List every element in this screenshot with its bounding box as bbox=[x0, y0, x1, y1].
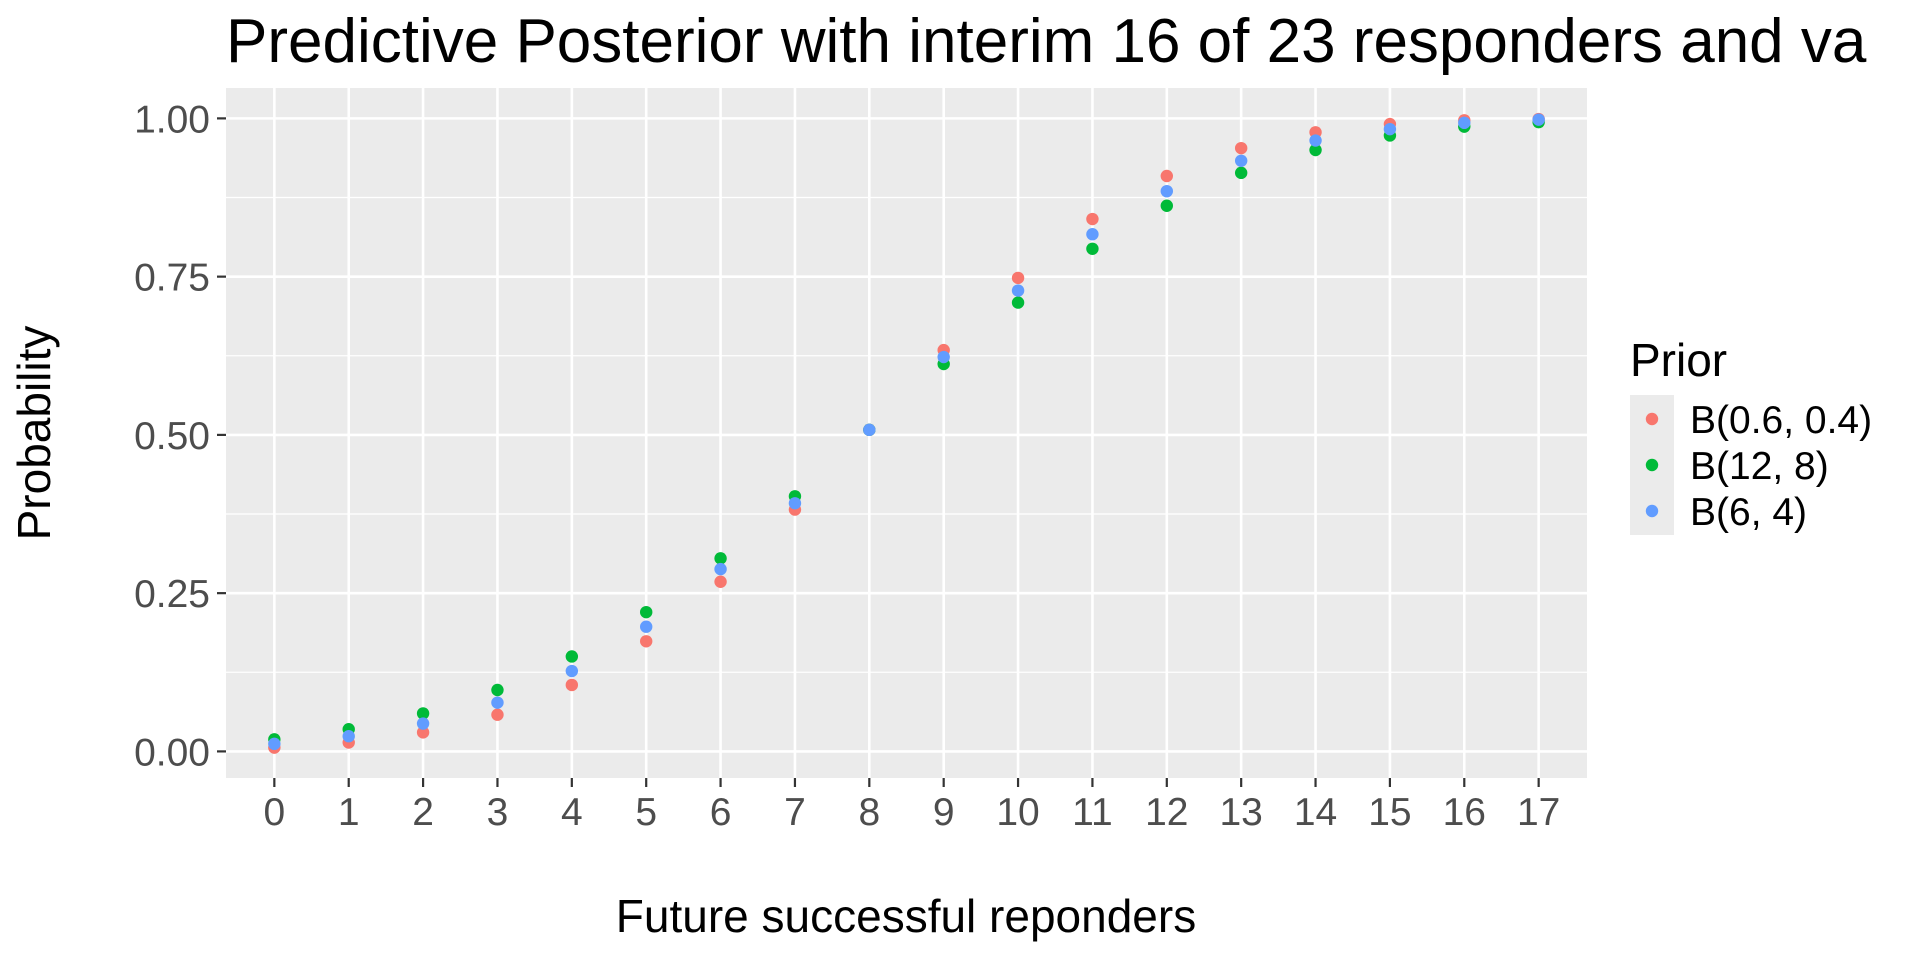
data-point bbox=[416, 707, 430, 720]
x-tick-label: 7 bbox=[784, 791, 806, 834]
x-tick-label: 11 bbox=[1072, 791, 1113, 834]
x-tick-label: 2 bbox=[412, 791, 434, 834]
data-point bbox=[342, 730, 355, 743]
data-point bbox=[565, 650, 579, 663]
data-point bbox=[1160, 199, 1174, 212]
data-point bbox=[1234, 166, 1248, 180]
data-point bbox=[1383, 122, 1397, 136]
data-point bbox=[937, 350, 950, 364]
data-point bbox=[1160, 169, 1174, 183]
legend-label: B(0.6, 0.4) bbox=[1690, 399, 1872, 442]
data-point bbox=[1086, 242, 1099, 255]
data-point bbox=[639, 620, 653, 633]
legend-key bbox=[1645, 412, 1659, 426]
data-point bbox=[491, 683, 504, 697]
x-tick-label: 17 bbox=[1517, 791, 1560, 834]
data-point bbox=[1234, 154, 1248, 167]
data-point bbox=[1160, 184, 1174, 198]
x-tick-label: 6 bbox=[710, 791, 732, 834]
legend-label: B(12, 8) bbox=[1690, 445, 1829, 488]
data-point bbox=[1011, 296, 1025, 309]
x-tick-label: 8 bbox=[858, 791, 880, 834]
x-tick-label: 1 bbox=[338, 791, 360, 834]
data-point bbox=[1309, 134, 1322, 147]
x-tick-label: 12 bbox=[1145, 791, 1188, 834]
x-axis-ticks: 0 1 2 3 4 5 6 7 8 9 10 11 12 13 14 15 16 17 bbox=[263, 778, 1560, 834]
grid-major bbox=[226, 88, 1587, 778]
y-tick-label: 0.25 bbox=[134, 573, 210, 616]
data-point bbox=[416, 726, 430, 739]
data-point bbox=[714, 575, 727, 588]
x-tick-label: 16 bbox=[1443, 791, 1486, 834]
x-tick-label: 14 bbox=[1294, 791, 1337, 834]
y-tick-label: 0.50 bbox=[134, 415, 210, 458]
data-point bbox=[714, 562, 727, 576]
data-point bbox=[565, 664, 579, 678]
data-point bbox=[863, 423, 876, 437]
data-point bbox=[1309, 143, 1322, 157]
legend-key bbox=[1645, 504, 1659, 518]
data-point bbox=[1234, 141, 1248, 155]
data-points bbox=[268, 112, 1545, 754]
data-point bbox=[491, 696, 504, 709]
data-point bbox=[565, 678, 579, 692]
data-point bbox=[416, 717, 430, 730]
legend-key bbox=[1645, 458, 1659, 472]
data-point bbox=[1086, 212, 1099, 226]
y-axis-ticks: 0.00 0.25 0.50 0.75 1.00 bbox=[134, 98, 226, 774]
legend: Prior B(0.6, 0.4)B(12, 8)B(6, 4) bbox=[1630, 334, 1872, 535]
x-tick-label: 9 bbox=[933, 791, 955, 834]
legend-title: Prior bbox=[1630, 334, 1727, 386]
data-point bbox=[268, 737, 281, 751]
y-tick-label: 0.00 bbox=[134, 731, 210, 774]
x-tick-label: 0 bbox=[263, 791, 285, 834]
data-point bbox=[714, 552, 727, 565]
x-tick-label: 5 bbox=[635, 791, 657, 834]
data-point bbox=[1011, 284, 1025, 297]
y-tick-label: 0.75 bbox=[134, 257, 210, 300]
y-tick-label: 1.00 bbox=[134, 98, 210, 141]
x-tick-label: 10 bbox=[996, 791, 1039, 834]
data-point bbox=[1086, 228, 1099, 241]
x-tick-label: 15 bbox=[1368, 791, 1411, 834]
data-point bbox=[1532, 113, 1545, 126]
y-axis-title: Probability bbox=[8, 326, 60, 541]
data-point bbox=[639, 605, 653, 619]
legend-items: B(0.6, 0.4)B(12, 8)B(6, 4) bbox=[1645, 399, 1872, 534]
x-tick-label: 13 bbox=[1219, 791, 1262, 834]
x-axis-title: Future successful reponders bbox=[616, 890, 1196, 942]
legend-label: B(6, 4) bbox=[1690, 491, 1807, 534]
data-point bbox=[491, 708, 504, 721]
data-point bbox=[788, 497, 802, 510]
chart-title: Predictive Posterior with interim 16 of … bbox=[226, 7, 1867, 76]
x-tick-label: 4 bbox=[561, 791, 583, 834]
x-tick-label: 3 bbox=[487, 791, 509, 834]
data-point bbox=[1011, 271, 1025, 285]
data-point bbox=[639, 635, 653, 648]
plot-panel bbox=[226, 88, 1587, 778]
grid-minor bbox=[226, 196, 1587, 673]
data-point bbox=[1458, 116, 1471, 130]
